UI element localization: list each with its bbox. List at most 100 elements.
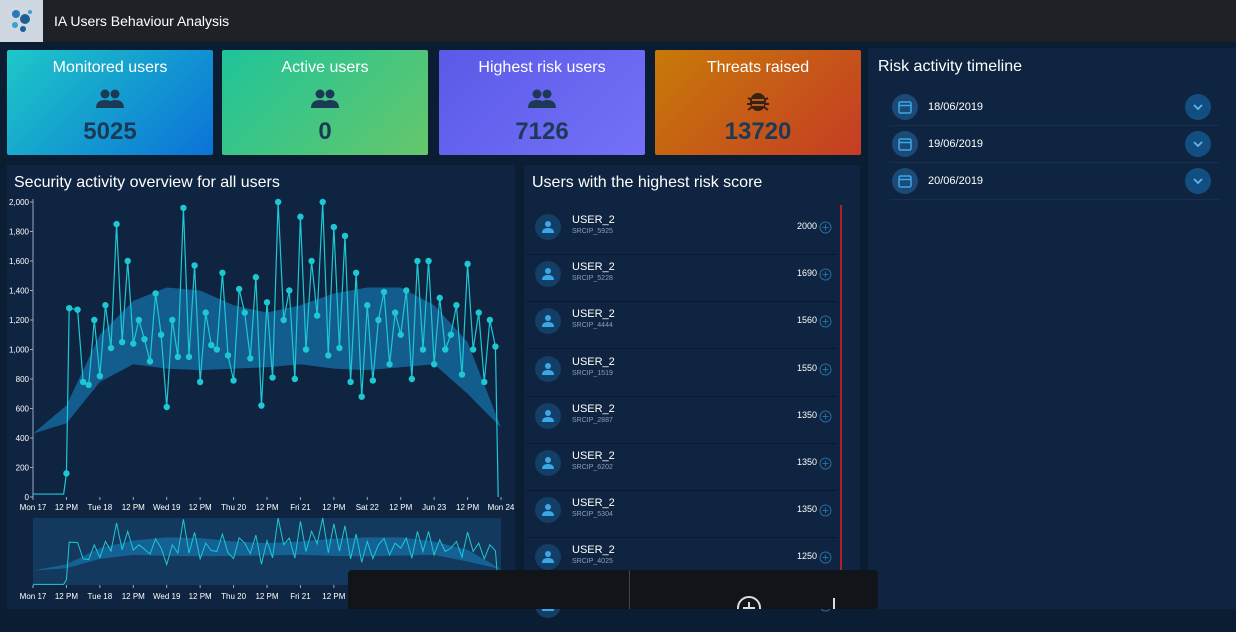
add-button-svg bbox=[819, 551, 832, 564]
app-title: IA Users Behaviour Analysis bbox=[54, 13, 230, 29]
add-button[interactable] bbox=[819, 457, 832, 475]
card-title: Active users bbox=[281, 59, 369, 76]
user-avatar bbox=[535, 261, 561, 292]
x-tick-label: 12 PM bbox=[322, 592, 345, 601]
add-button[interactable] bbox=[819, 221, 832, 239]
data-point bbox=[135, 316, 143, 324]
y-tick-label: 600 bbox=[16, 405, 30, 414]
data-point bbox=[347, 378, 354, 386]
data-point bbox=[91, 316, 98, 324]
data-point bbox=[96, 372, 104, 380]
data-point bbox=[174, 353, 182, 361]
row-separator bbox=[527, 301, 837, 303]
timeline-date: 19/06/2019 bbox=[928, 138, 984, 150]
x-tick-label: Sat 22 bbox=[356, 503, 380, 512]
data-point bbox=[124, 257, 131, 265]
y-tick-label: 200 bbox=[16, 464, 30, 473]
x-tick-label: Mon 17 bbox=[20, 503, 47, 512]
row-separator bbox=[527, 442, 837, 444]
data-point bbox=[219, 269, 226, 276]
data-point bbox=[419, 346, 427, 353]
risk-row: USER_2 SRCIP_4025 1250 bbox=[527, 544, 837, 586]
x-tick-label: 12 PM bbox=[122, 592, 145, 601]
add-button-svg bbox=[819, 457, 832, 470]
expand-button[interactable] bbox=[1185, 131, 1211, 162]
scroll-indicator bbox=[840, 205, 842, 609]
expand-button[interactable] bbox=[1185, 94, 1211, 125]
user-avatar-svg bbox=[535, 402, 561, 429]
data-point bbox=[447, 331, 455, 338]
x-tick-label: Mon 24 bbox=[488, 503, 515, 512]
logo[interactable] bbox=[0, 0, 43, 42]
data-point bbox=[102, 302, 109, 309]
activity-line bbox=[33, 201, 499, 498]
data-point bbox=[436, 294, 443, 302]
data-point bbox=[85, 381, 92, 389]
data-point bbox=[414, 257, 421, 265]
navigator-line bbox=[33, 517, 499, 586]
risk-score: 1350 bbox=[796, 409, 817, 420]
card-icon-svg bbox=[528, 89, 556, 108]
user-avatar bbox=[535, 450, 561, 481]
add-button-svg bbox=[819, 221, 832, 234]
data-point bbox=[152, 290, 159, 297]
add-button[interactable] bbox=[819, 268, 832, 286]
data-point bbox=[408, 375, 416, 383]
user-ip: SRCIP_5228 bbox=[572, 275, 613, 283]
data-point bbox=[458, 371, 466, 378]
user-ip: SRCIP_1519 bbox=[572, 369, 613, 377]
user-avatar-svg bbox=[535, 355, 561, 382]
data-point bbox=[380, 288, 388, 296]
data-point bbox=[336, 344, 343, 352]
data-point bbox=[369, 377, 377, 384]
add-button[interactable] bbox=[819, 504, 832, 522]
user-avatar bbox=[535, 402, 561, 434]
user-ip: SRCIP_4025 bbox=[572, 558, 613, 566]
divider bbox=[629, 570, 630, 609]
add-button[interactable] bbox=[819, 315, 832, 333]
card-value: 0 bbox=[318, 118, 332, 145]
row-separator bbox=[527, 490, 837, 491]
y-tick-label: 800 bbox=[16, 375, 30, 384]
user-ip: SRCIP_4444 bbox=[572, 322, 613, 330]
y-tick-label: 1,400 bbox=[9, 287, 30, 296]
calendar-icon-svg bbox=[892, 131, 918, 157]
x-tick-label: 12 PM bbox=[456, 503, 479, 512]
row-separator bbox=[527, 395, 837, 397]
data-point bbox=[308, 257, 315, 265]
data-point bbox=[141, 335, 148, 343]
stat-card: Monitored users 5025 bbox=[7, 50, 213, 155]
x-tick-label: 12 PM bbox=[189, 592, 212, 601]
add-button[interactable] bbox=[819, 363, 832, 381]
data-point bbox=[391, 309, 399, 316]
data-point bbox=[430, 361, 438, 368]
user-name: USER_2 bbox=[572, 402, 615, 415]
data-point bbox=[492, 343, 499, 350]
page: IA Users Behaviour Analysis Monitored us… bbox=[0, 0, 1236, 618]
zoom-button[interactable] bbox=[734, 594, 764, 609]
x-tick-label: 12 PM bbox=[55, 592, 78, 601]
x-tick-label: Mon 17 bbox=[20, 592, 47, 601]
risk-score: 1250 bbox=[796, 551, 817, 562]
card-icon bbox=[742, 88, 774, 117]
add-button-svg bbox=[819, 504, 832, 517]
row-separator bbox=[527, 348, 837, 350]
calendar-icon bbox=[892, 131, 918, 162]
expand-button-svg bbox=[1185, 168, 1211, 194]
add-button[interactable] bbox=[819, 410, 832, 428]
data-point bbox=[425, 257, 432, 265]
y-tick-label: 2,000 bbox=[9, 198, 30, 207]
risk-row: USER_2 SRCIP_5304 1350 bbox=[527, 497, 837, 539]
x-tick-label: 12 PM bbox=[322, 503, 345, 512]
data-point bbox=[330, 223, 338, 231]
calendar-icon-svg bbox=[892, 94, 918, 120]
user-ip: SRCIP_5925 bbox=[572, 228, 613, 235]
chart-title: Security activity overview for all users bbox=[14, 174, 280, 191]
x-tick-label: Jun 23 bbox=[422, 503, 447, 512]
data-point bbox=[196, 378, 204, 386]
add-button[interactable] bbox=[819, 551, 832, 569]
data-point bbox=[364, 302, 371, 309]
expand-button[interactable] bbox=[1185, 168, 1211, 199]
x-tick-label: Fri 21 bbox=[290, 503, 311, 512]
data-point bbox=[442, 346, 449, 353]
